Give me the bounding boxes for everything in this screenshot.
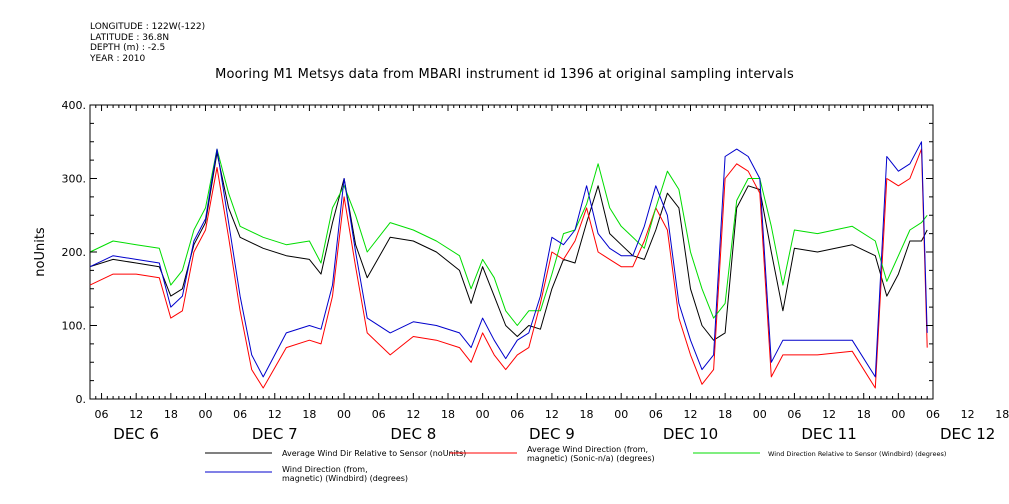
legend-label-blue-2: magnetic) (Windbird) (degrees) <box>282 474 408 483</box>
x-tick-label: 00 <box>753 408 767 421</box>
x-tick-label: 12 <box>268 408 282 421</box>
x-tick-label: 06 <box>233 408 247 421</box>
x-tick-label: 18 <box>441 408 455 421</box>
axis-layer: 06 12 18 00 06 12 18 00 06 12 18 00 06 12 18 00 06 12 18 00… <box>62 99 1009 443</box>
x-tick-label: 18 <box>580 408 594 421</box>
x-tick-label: 12 <box>406 408 420 421</box>
legend-label-green: Wind Direction Relative to Sensor (Windb… <box>768 450 946 458</box>
legend: Average Wind Dir Relative to Sensor (noU… <box>205 445 946 483</box>
x-tick-label: 00 <box>476 408 490 421</box>
x-tick-label: 00 <box>614 408 628 421</box>
x-day-label: DEC 11 <box>801 425 856 443</box>
x-tick-label: 12 <box>961 408 975 421</box>
x-day-label: DEC 6 <box>113 425 159 443</box>
x-day-label: DEC 10 <box>663 425 718 443</box>
x-day-label: DEC 9 <box>529 425 575 443</box>
series-line-0 <box>89 152 928 341</box>
station-metadata: LONGITUDE : 122W(-122) LATITUDE : 36.8N … <box>90 22 205 64</box>
series-line-1 <box>89 148 928 389</box>
x-tick-label: 12 <box>129 408 143 421</box>
y-tick-label: 300. <box>62 173 87 186</box>
longitude-label: LONGITUDE : 122W(-122) <box>90 22 206 32</box>
x-tick-label: 18 <box>302 408 316 421</box>
series-line-3 <box>89 141 928 378</box>
depth-label: DEPTH (m) : -2.5 <box>90 43 166 53</box>
x-tick-label: 06 <box>372 408 386 421</box>
y-tick-label: 200. <box>62 246 87 259</box>
chart-title: Mooring M1 Metsys data from MBARI instru… <box>215 67 794 82</box>
x-tick-label: 00 <box>198 408 212 421</box>
x-tick-label: 18 <box>857 408 871 421</box>
x-tick-label: 12 <box>683 408 697 421</box>
x-tick-label: 06 <box>926 408 940 421</box>
latitude-label: LATITUDE : 36.8N <box>90 32 170 43</box>
series-line-2 <box>89 148 928 326</box>
legend-label-blue-1: Wind Direction (from, <box>282 465 368 474</box>
x-day-label: DEC 8 <box>390 425 436 443</box>
legend-label-black: Average Wind Dir Relative to Sensor (noU… <box>282 449 466 458</box>
year-label: YEAR : 2010 <box>90 53 146 64</box>
x-tick-label: 06 <box>95 408 109 421</box>
x-tick-label: 00 <box>337 408 351 421</box>
x-tick-label: 18 <box>995 408 1009 421</box>
y-tick-label: 400. <box>62 99 87 112</box>
y-tick-label: 100. <box>62 320 87 333</box>
x-tick-label: 06 <box>787 408 801 421</box>
x-tick-label: 18 <box>718 408 732 421</box>
x-tick-label: 12 <box>822 408 836 421</box>
x-tick-label: 06 <box>649 408 663 421</box>
y-axis-label: noUnits <box>33 227 48 277</box>
x-day-label: DEC 12 <box>940 425 995 443</box>
x-tick-label: 06 <box>510 408 524 421</box>
y-tick-label: 0. <box>76 393 87 406</box>
legend-label-red-1: Average Wind Direction (from, <box>527 445 648 454</box>
legend-label-red-2: magnetic) (Sonic-n/a) (degrees) <box>527 454 655 463</box>
x-tick-label: 12 <box>545 408 559 421</box>
x-tick-label: 18 <box>164 408 178 421</box>
x-day-label: DEC 7 <box>252 425 298 443</box>
series-layer <box>89 141 928 389</box>
x-tick-label: 00 <box>891 408 905 421</box>
